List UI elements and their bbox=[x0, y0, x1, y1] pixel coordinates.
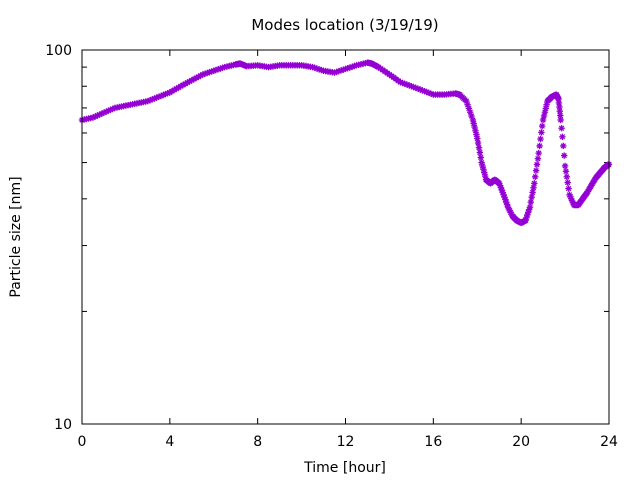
data-point bbox=[532, 167, 540, 174]
data-point bbox=[109, 105, 116, 113]
data-point bbox=[475, 144, 483, 151]
data-point bbox=[561, 152, 568, 159]
x-tick-label: 12 bbox=[337, 434, 355, 450]
data-point bbox=[527, 198, 534, 206]
data-point bbox=[531, 180, 538, 187]
data-point bbox=[535, 149, 542, 157]
data-point bbox=[534, 155, 542, 162]
data-point bbox=[537, 135, 544, 143]
x-axis-label: Time [hour] bbox=[303, 460, 386, 476]
y-axis-label: Particle size [nm] bbox=[8, 176, 24, 297]
data-point bbox=[529, 189, 536, 196]
data-point bbox=[558, 124, 565, 132]
x-axis-ticks: 0 4 8 12 16 20 24 bbox=[78, 50, 618, 450]
x-tick-label: 8 bbox=[253, 434, 262, 450]
data-point bbox=[564, 179, 571, 186]
data-point bbox=[555, 99, 563, 107]
data-point bbox=[562, 168, 570, 175]
plot-frame bbox=[81, 49, 610, 425]
data-point bbox=[532, 173, 539, 181]
data-point bbox=[477, 154, 484, 161]
y-tick-label: 10 bbox=[54, 417, 72, 433]
data-point bbox=[559, 133, 566, 141]
data-point bbox=[536, 142, 543, 150]
x-tick-label: 20 bbox=[512, 434, 530, 450]
data-point bbox=[526, 203, 534, 211]
data-point bbox=[565, 185, 572, 192]
data-point bbox=[556, 107, 563, 115]
data-point bbox=[539, 122, 546, 130]
data-points bbox=[78, 59, 613, 227]
data-point bbox=[528, 193, 535, 201]
x-tick-label: 24 bbox=[600, 434, 618, 450]
x-tick-label: 16 bbox=[424, 434, 442, 450]
data-point bbox=[561, 162, 569, 170]
data-point bbox=[557, 116, 564, 124]
data-point bbox=[560, 142, 567, 150]
data-point bbox=[476, 149, 484, 156]
data-point bbox=[533, 161, 541, 168]
data-point bbox=[474, 135, 481, 142]
data-point bbox=[474, 139, 482, 147]
data-point bbox=[538, 129, 545, 136]
data-point bbox=[563, 173, 570, 181]
x-tick-label: 0 bbox=[78, 434, 87, 450]
x-tick-label: 4 bbox=[165, 434, 174, 450]
chart-title: Modes location (3/19/19) bbox=[251, 16, 438, 34]
data-point bbox=[530, 184, 537, 192]
data-point bbox=[502, 196, 509, 203]
y-tick-label: 100 bbox=[45, 43, 72, 59]
